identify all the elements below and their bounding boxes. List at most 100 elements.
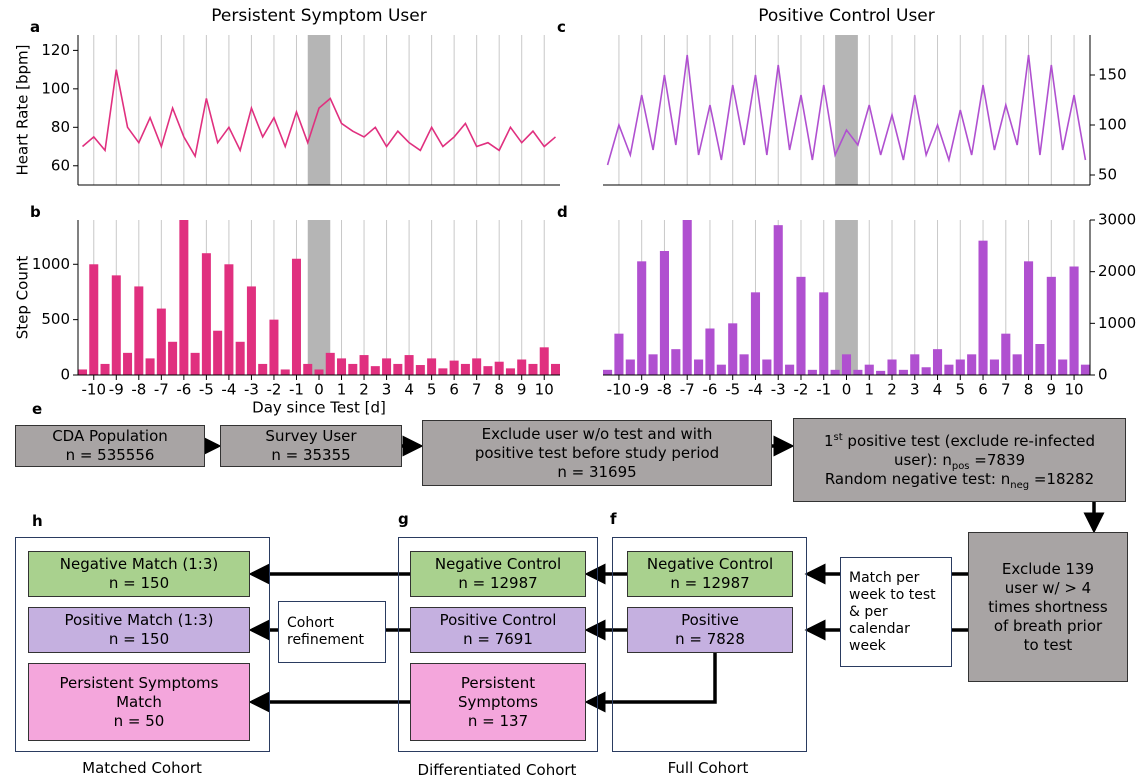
box-text: 1: [823, 431, 834, 450]
step-bar: [1058, 359, 1068, 375]
step-bar: [853, 369, 863, 375]
box-text: calendar: [849, 620, 910, 637]
step-bar: [1046, 276, 1056, 375]
step-bar: [1080, 364, 1090, 375]
step-bar: [213, 330, 223, 375]
x-tick-label: -9: [109, 381, 124, 399]
box-line: week to test: [849, 587, 936, 604]
step-bar: [682, 220, 692, 375]
step-bar: [705, 328, 715, 375]
x-tick-label: -8: [131, 381, 146, 399]
panel-label: d: [557, 203, 568, 221]
step-bar: [314, 369, 324, 375]
box-line: user): npos =7839: [894, 450, 1026, 472]
x-tick-label: 9: [517, 381, 527, 399]
box-text: Persistent Symptoms: [59, 673, 219, 692]
y-axis-label: Step Count: [14, 256, 32, 340]
flow-box: Survey User n = 35355: [220, 425, 402, 467]
box-line: Persistent Symptoms: [60, 674, 219, 693]
box-line: n = 50: [114, 712, 165, 731]
step-bar: [134, 286, 144, 375]
y-tick-label: 1000: [1098, 314, 1136, 332]
box-line: to test: [1024, 636, 1073, 655]
box-text: st: [833, 431, 843, 443]
x-tick-label: 1: [337, 381, 347, 399]
x-tick-label: 8: [494, 381, 504, 399]
box-text: =18282: [1029, 469, 1095, 488]
box-text: n = 7691: [463, 630, 533, 648]
cohort-caption: Matched Cohort: [82, 759, 202, 777]
box-line: n = 535556: [66, 446, 155, 465]
flow-box: Positive n = 7828: [627, 607, 793, 653]
step-bar: [382, 358, 392, 375]
step-bar: [830, 369, 840, 375]
step-bar: [111, 275, 121, 375]
step-bar: [739, 354, 749, 375]
step-bar: [348, 363, 358, 375]
step-bar: [460, 363, 470, 375]
flow-note: Cohort refinement: [278, 601, 386, 663]
x-tick-label: 2: [887, 381, 897, 399]
step-bar: [910, 354, 920, 375]
box-text: Cohort: [287, 615, 335, 631]
step-bar: [483, 366, 493, 375]
box-text: Match: [116, 692, 162, 711]
cohort-caption: Full Cohort: [667, 759, 749, 777]
box-text: Negative Control: [646, 555, 774, 573]
step-bar: [978, 240, 988, 375]
step-bar: [156, 308, 166, 375]
box-text: Symptoms: [457, 692, 539, 711]
box-line: positive test before study period: [475, 444, 719, 463]
y-tick-label: 1000: [32, 255, 70, 273]
box-line: Symptoms: [458, 693, 538, 712]
step-bar: [123, 352, 133, 375]
box-line: refinement: [287, 632, 364, 649]
box-line: n = 12987: [458, 574, 537, 593]
x-tick-label: 4: [933, 381, 943, 399]
step-bar: [291, 258, 301, 375]
step-bar: [785, 364, 795, 375]
box-line: Exclude 139: [1002, 560, 1094, 579]
flow-arrow: [584, 653, 717, 713]
box-text: Match per: [849, 569, 920, 586]
step-bar: [1024, 261, 1034, 375]
x-tick-label: -1: [289, 381, 304, 399]
box-line: n = 150: [109, 574, 169, 593]
box-line: user w/ > 4: [1005, 579, 1091, 598]
x-tick-label: 7: [472, 381, 482, 399]
step-bar: [728, 323, 738, 375]
box-text: n = 12987: [458, 574, 538, 592]
step-bar: [796, 276, 806, 375]
step-bar: [78, 369, 88, 375]
step-bar: [449, 360, 459, 375]
box-line: CDA Population: [52, 427, 168, 446]
box-line: Survey User: [265, 427, 356, 446]
box-line: Cohort: [287, 615, 334, 632]
chart-title: Persistent Symptom User: [211, 6, 426, 26]
x-tick-label: -2: [794, 381, 809, 399]
x-tick-label: -10: [607, 381, 632, 399]
step-bar: [224, 264, 234, 375]
box-line: Positive: [681, 611, 739, 630]
box-line: times shortness: [988, 598, 1107, 617]
y-tick-label: 2000: [1098, 262, 1136, 280]
x-tick-label: -8: [657, 381, 672, 399]
panel-label: g: [398, 510, 409, 528]
flow-box: Exclude 139 user w/ > 4 times shortness of …: [968, 532, 1128, 682]
x-tick-label: 0: [842, 381, 852, 399]
box-text: of breath prior: [993, 616, 1103, 635]
panel-label: h: [32, 512, 43, 530]
y-tick-label: 80: [51, 118, 70, 136]
step-bar: [438, 368, 448, 375]
panel-label: c: [557, 18, 566, 36]
box-text: =7839: [969, 450, 1026, 469]
x-tick-label: 10: [535, 381, 554, 399]
flow-box: Persistent Symptoms Match n = 50: [28, 663, 250, 741]
step-bar: [637, 261, 647, 375]
box-line: n = 12987: [670, 574, 749, 593]
x-tick-label: 5: [427, 381, 437, 399]
step-bar: [258, 363, 268, 375]
step-bar: [1069, 266, 1079, 375]
step-bar: [1035, 344, 1045, 375]
